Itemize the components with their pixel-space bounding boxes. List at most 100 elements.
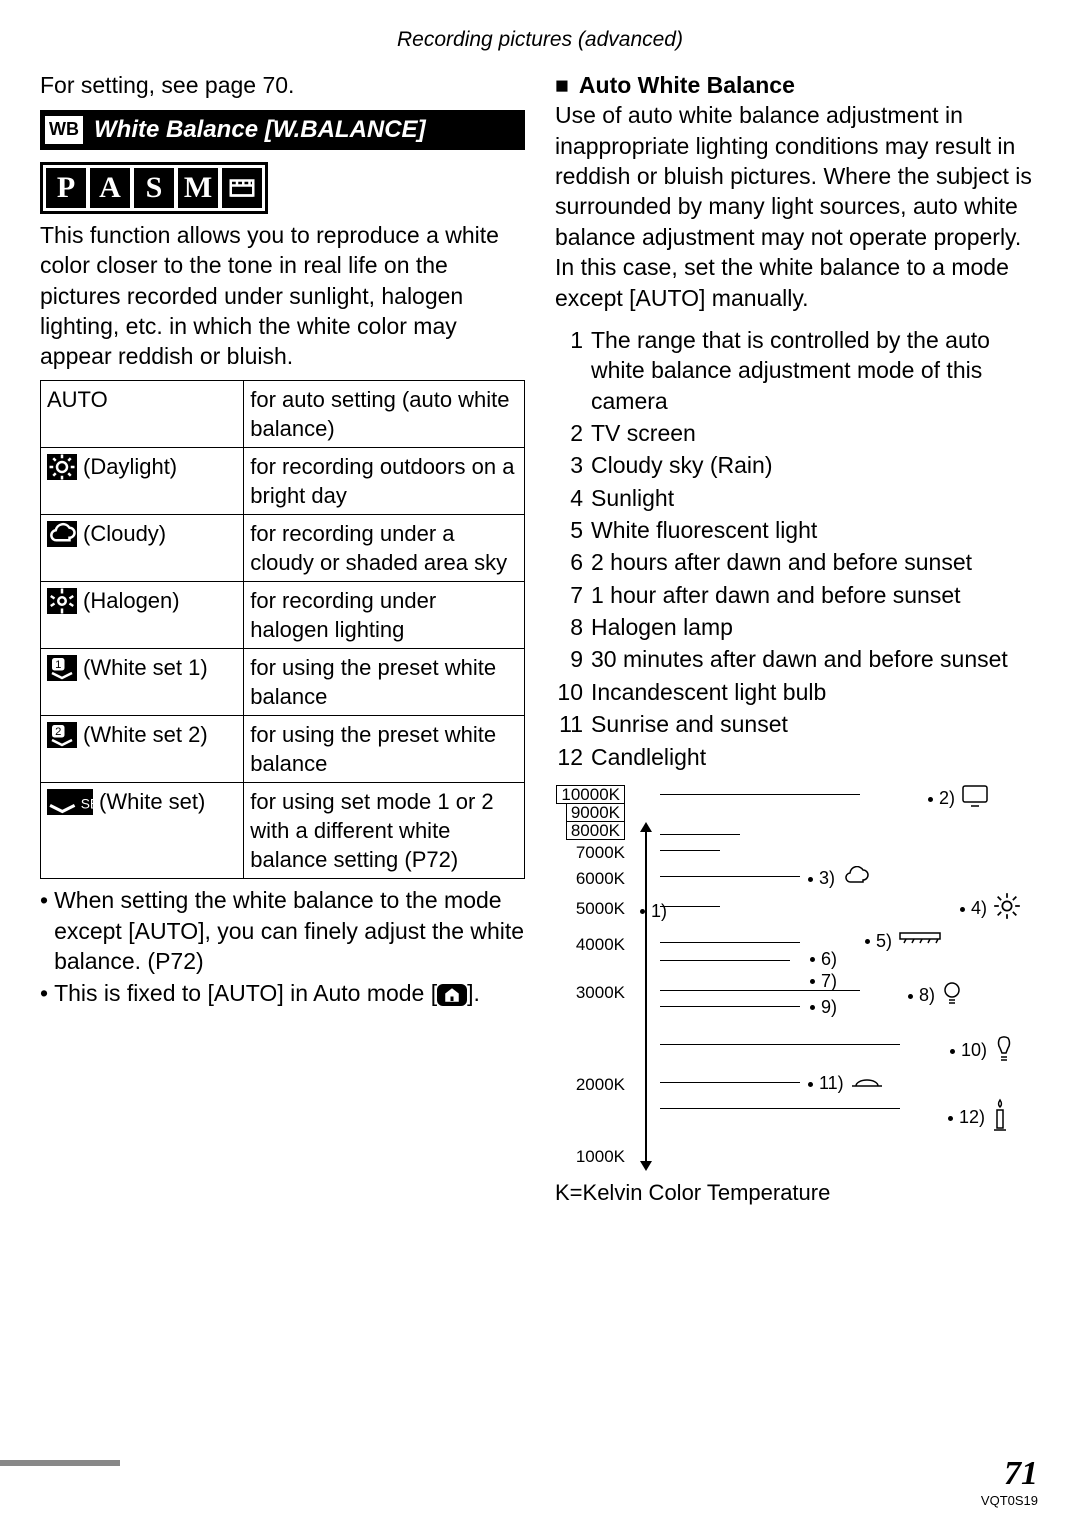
diagram-line	[660, 942, 800, 944]
diagram-marker: 9)	[810, 996, 837, 1020]
wb-badge-icon: WB	[44, 115, 84, 145]
mode-p-icon: P	[46, 168, 86, 208]
list-item: 10Incandescent light bulb	[555, 677, 1040, 707]
kelvin-tick-label: 8000K	[555, 820, 625, 842]
diagram-line	[660, 1108, 900, 1110]
diagram-line	[660, 960, 790, 962]
halogen-icon	[47, 588, 77, 614]
auto-mode-icon	[437, 984, 467, 1006]
diagram-marker: 4)	[960, 892, 1021, 927]
two-column-layout: For setting, see page 70. WB White Balan…	[40, 70, 1040, 1207]
diagram-line	[660, 1082, 800, 1084]
wb-mode-cell: (Daylight)	[41, 447, 244, 514]
wb-desc-cell: for recording under halogen lighting	[244, 582, 525, 649]
table-row: AUTOfor auto setting (auto white balance…	[41, 380, 525, 447]
diagram-marker: 2)	[928, 784, 989, 815]
bulb2-icon	[993, 1034, 1015, 1069]
table-row: 1(White set 1)for using the preset white…	[41, 649, 525, 716]
white-balance-header: WB White Balance [W.BALANCE]	[40, 110, 525, 150]
diagram-line	[660, 906, 720, 908]
note-item: This is fixed to [AUTO] in Auto mode [].	[40, 978, 525, 1008]
set1-icon: 1	[47, 655, 77, 681]
awb-paragraph-2: In this case, set the white balance to a…	[555, 252, 1040, 313]
setting-reference: For setting, see page 70.	[40, 70, 525, 100]
footer-side-bar	[0, 1460, 120, 1466]
list-item: 12Candlelight	[555, 742, 1040, 772]
wb-title: White Balance [W.BALANCE]	[94, 114, 426, 146]
diagram-line	[660, 876, 800, 878]
list-item: 2TV screen	[555, 418, 1040, 448]
kelvin-tick-label: 2000K	[555, 1074, 625, 1096]
svg-text:2: 2	[55, 726, 61, 738]
right-column: Auto White Balance Use of auto white bal…	[555, 70, 1040, 1207]
candle-icon	[991, 1098, 1009, 1139]
diagram-line	[660, 1006, 800, 1008]
wb-desc-cell: for recording outdoors on a bright day	[244, 447, 525, 514]
list-item: 8Halogen lamp	[555, 612, 1040, 642]
awb-paragraph-1: Use of auto white balance adjustment in …	[555, 100, 1040, 252]
mode-s-icon: S	[134, 168, 174, 208]
list-item: 5White fluorescent light	[555, 515, 1040, 545]
list-item: 71 hour after dawn and before sunset	[555, 580, 1040, 610]
notes-list: When setting the white balance to the mo…	[40, 885, 525, 1008]
awb-heading: Auto White Balance	[555, 70, 1040, 100]
arrow-up-icon	[640, 822, 652, 832]
kelvin-tick-label: 6000K	[555, 868, 625, 890]
fluor-icon	[898, 930, 942, 954]
sun-icon	[993, 892, 1021, 927]
diagram-line	[660, 834, 740, 836]
diagram-marker: 12)	[948, 1098, 1009, 1139]
kelvin-caption: K=Kelvin Color Temperature	[555, 1178, 1040, 1207]
list-item: 930 minutes after dawn and before sunset	[555, 644, 1040, 674]
section-header: Recording pictures (advanced)	[40, 28, 1040, 52]
wb-desc-cell: for using set mode 1 or 2 with a differe…	[244, 783, 525, 879]
page-footer: 71 VQT0S19	[981, 1455, 1038, 1508]
wb-desc-cell: for recording under a cloudy or shaded a…	[244, 514, 525, 581]
diagram-marker: 1)	[640, 900, 667, 924]
wb-mode-cell: (Cloudy)	[41, 514, 244, 581]
note-item: When setting the white balance to the mo…	[40, 885, 525, 976]
tv-icon	[961, 784, 989, 815]
list-item: 3Cloudy sky (Rain)	[555, 450, 1040, 480]
cloud-icon	[47, 521, 77, 547]
diagram-marker: 6)	[810, 948, 837, 972]
page-number: 71	[981, 1455, 1038, 1493]
list-item: 62 hours after dawn and before sunset	[555, 547, 1040, 577]
svg-text:1: 1	[55, 659, 61, 671]
list-item: 11Sunrise and sunset	[555, 709, 1040, 739]
kelvin-tick-label: 7000K	[555, 842, 625, 864]
table-row: SET(White set)for using set mode 1 or 2 …	[41, 783, 525, 879]
diagram-marker: 7)	[810, 970, 837, 994]
diagram-marker: 5)	[865, 930, 942, 954]
kelvin-axis-line	[645, 829, 647, 1164]
left-column: For setting, see page 70. WB White Balan…	[40, 70, 525, 1207]
wb-desc-cell: for auto setting (auto white balance)	[244, 380, 525, 447]
diagram-line	[660, 794, 860, 796]
diagram-line	[660, 1044, 900, 1046]
diagram-marker: 8)	[908, 980, 963, 1013]
mode-a-icon: A	[90, 168, 130, 208]
diagram-line	[660, 850, 720, 852]
intro-paragraph: This function allows you to reproduce a …	[40, 220, 525, 372]
kelvin-tick-label: 3000K	[555, 982, 625, 1004]
wb-mode-cell: SET(White set)	[41, 783, 244, 879]
table-row: (Daylight)for recording outdoors on a br…	[41, 447, 525, 514]
list-item: 4Sunlight	[555, 483, 1040, 513]
list-item: 1The range that is controlled by the aut…	[555, 325, 1040, 416]
set2-icon: 2	[47, 722, 77, 748]
kelvin-diagram: 10000K9000K8000K7000K6000K5000K4000K3000…	[575, 784, 995, 1174]
kelvin-legend-list: 1The range that is controlled by the aut…	[555, 325, 1040, 772]
kelvin-tick-label: 1000K	[555, 1146, 625, 1168]
cloud-icon	[841, 866, 871, 893]
wb-desc-cell: for using the preset white balance	[244, 716, 525, 783]
sunset-icon	[850, 1072, 884, 1097]
mode-m-icon: M	[178, 168, 218, 208]
table-row: 2(White set 2)for using the preset white…	[41, 716, 525, 783]
diagram-marker: 11)	[808, 1072, 884, 1097]
manual-page: Recording pictures (advanced) For settin…	[0, 0, 1080, 1534]
wb-mode-cell: 1(White set 1)	[41, 649, 244, 716]
document-id: VQT0S19	[981, 1493, 1038, 1508]
wb-mode-cell: AUTO	[41, 380, 244, 447]
kelvin-tick-label: 4000K	[555, 934, 625, 956]
table-row: (Cloudy)for recording under a cloudy or …	[41, 514, 525, 581]
